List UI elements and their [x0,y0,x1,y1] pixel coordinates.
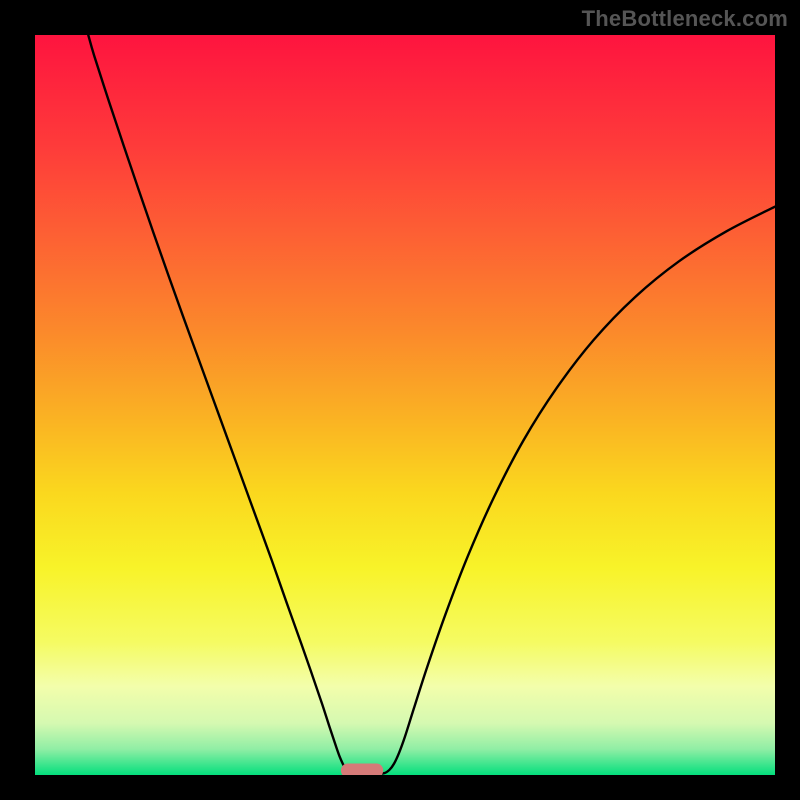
watermark-text: TheBottleneck.com [582,6,788,32]
chart-container: TheBottleneck.com [0,0,800,800]
bottleneck-chart [0,0,800,800]
plot-background [35,35,775,775]
